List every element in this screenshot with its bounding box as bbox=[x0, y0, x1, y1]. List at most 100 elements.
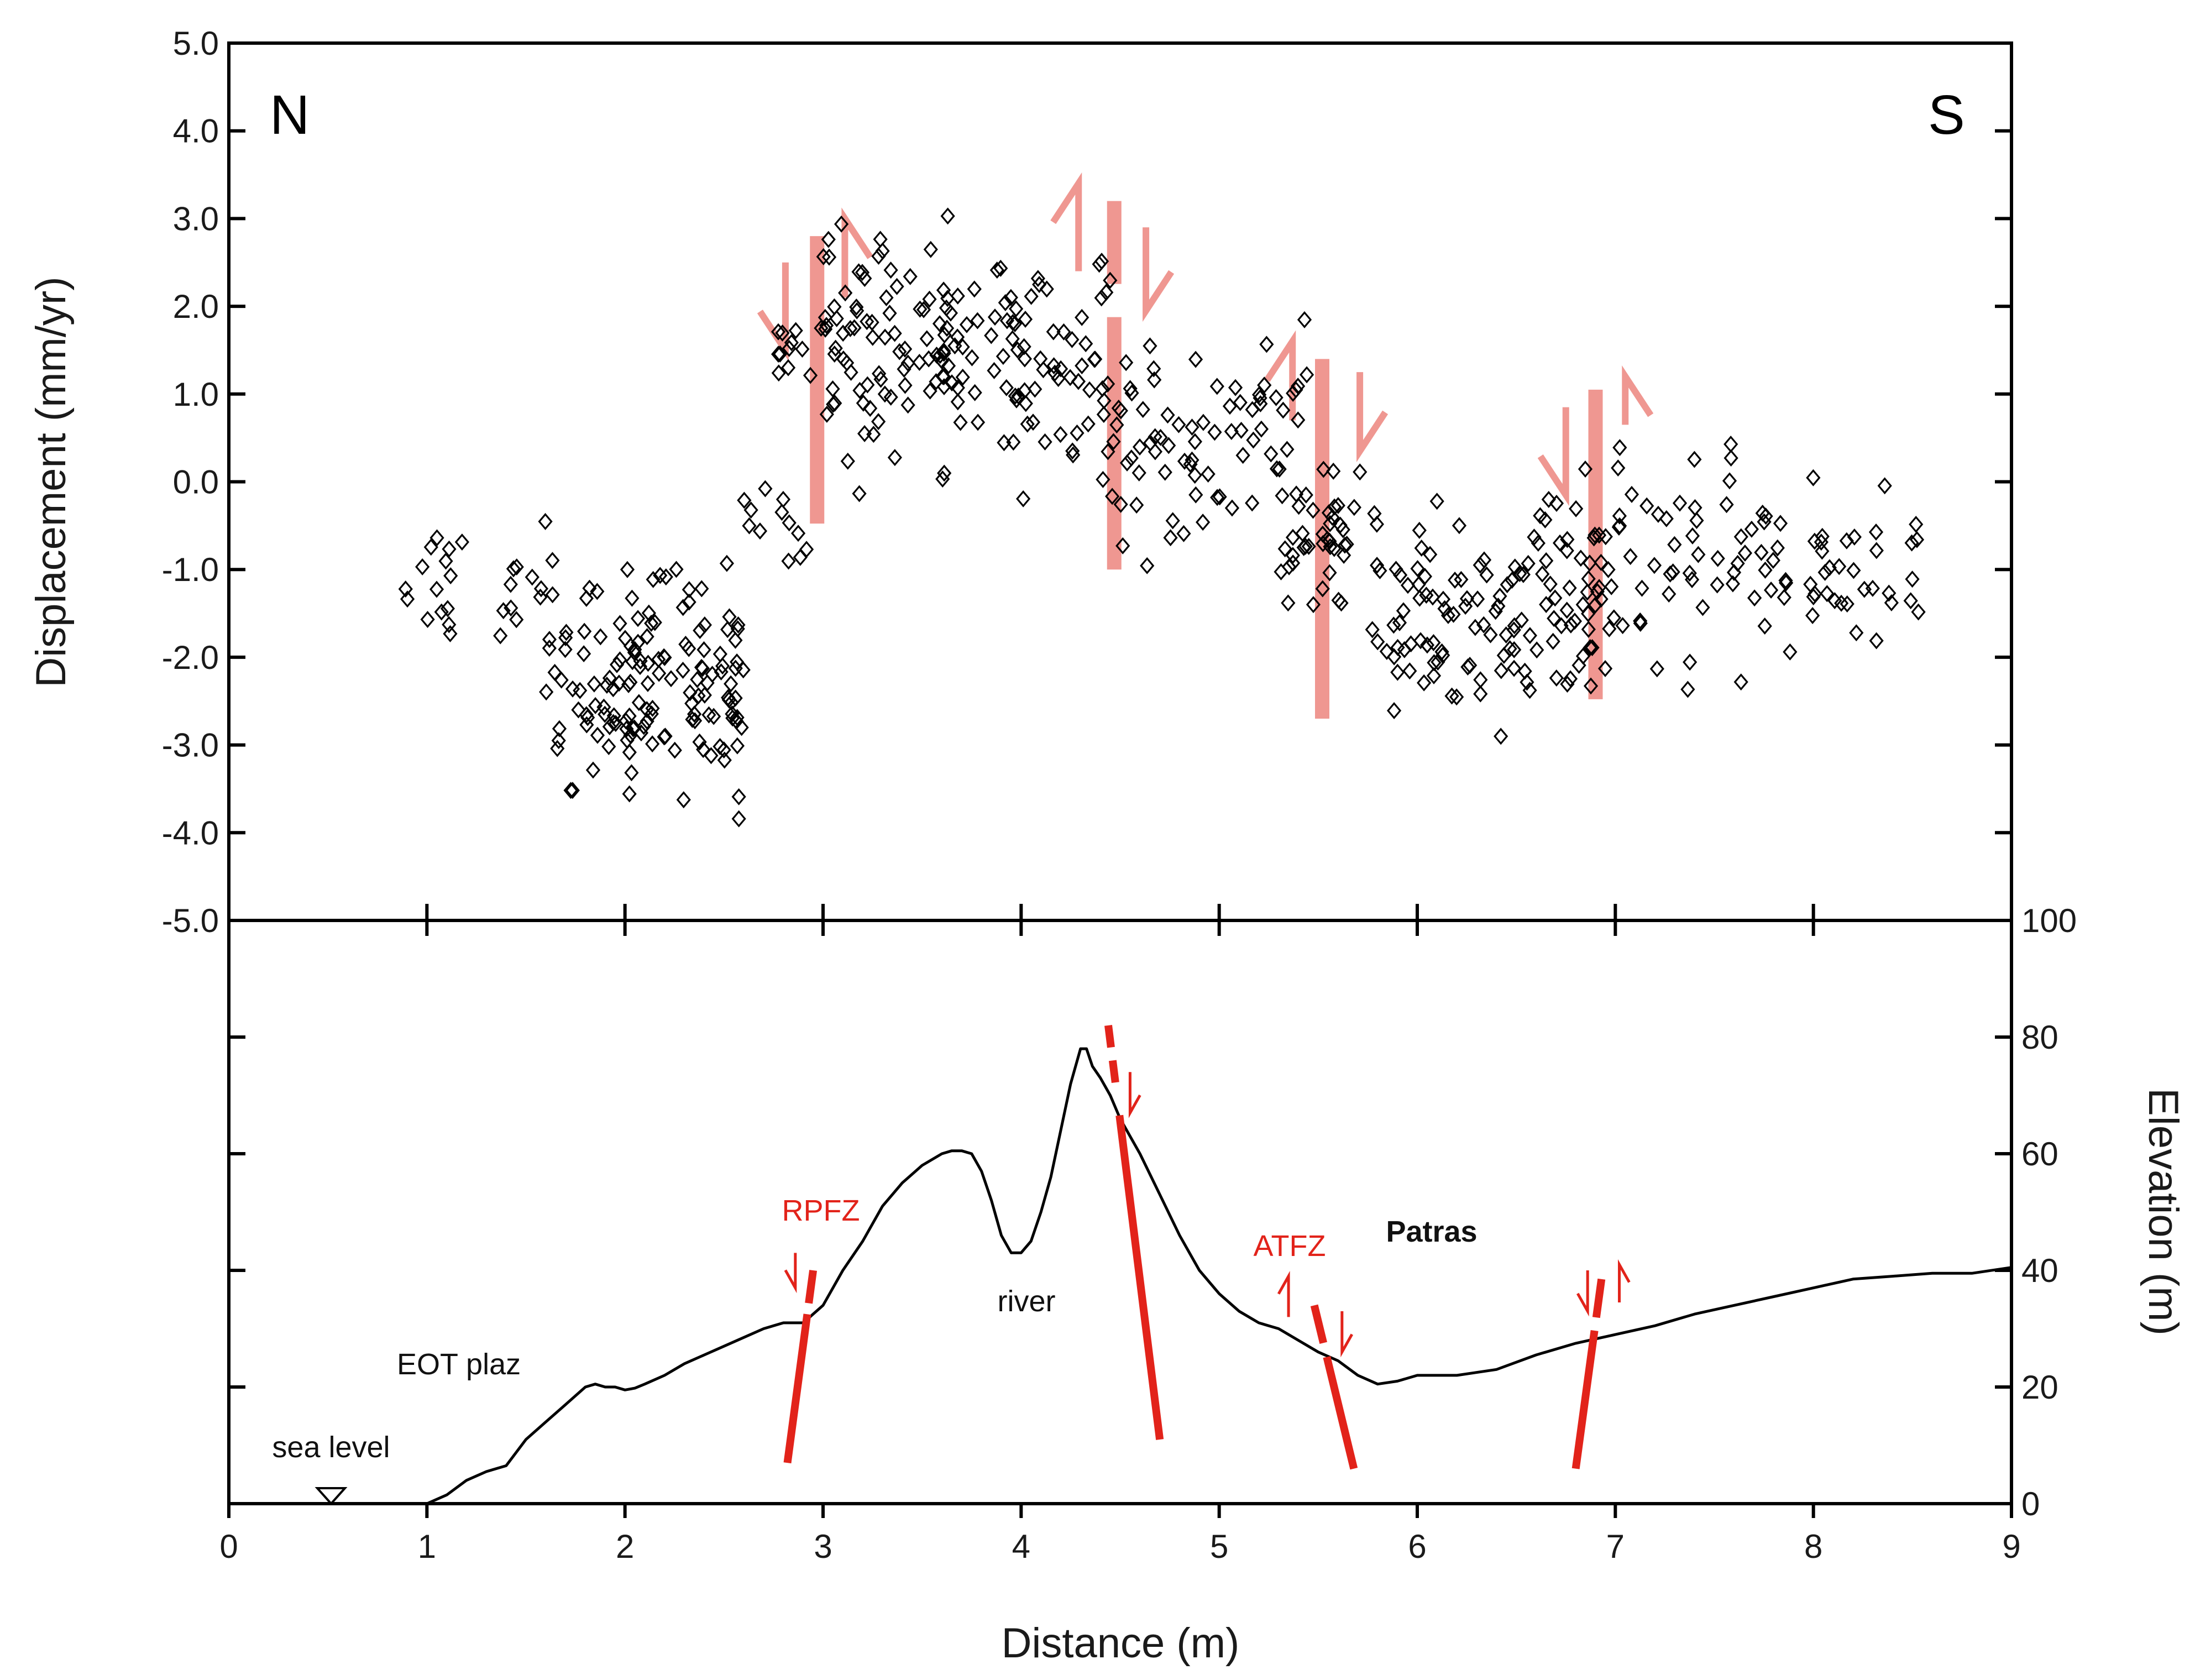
data-point-diamond bbox=[612, 651, 627, 669]
data-point-diamond bbox=[1722, 472, 1737, 490]
data-point-diamond bbox=[821, 231, 836, 248]
data-point-diamond bbox=[646, 571, 661, 588]
data-point-diamond bbox=[1353, 463, 1368, 481]
data-point-diamond bbox=[1306, 596, 1321, 614]
data-point-diamond bbox=[1299, 366, 1314, 384]
data-point-diamond bbox=[1840, 595, 1855, 613]
data-point-diamond bbox=[694, 580, 709, 598]
data-point-diamond bbox=[887, 449, 902, 467]
data-point-diamond bbox=[443, 567, 458, 585]
data-point-diamond bbox=[625, 589, 640, 607]
data-point-diamond bbox=[865, 313, 879, 331]
data-point-diamond bbox=[1815, 527, 1830, 545]
data-point-diamond bbox=[1423, 546, 1438, 563]
data-point-diamond bbox=[836, 350, 851, 368]
data-point-diamond bbox=[1672, 494, 1688, 512]
x-tick-label: 4 bbox=[1012, 1528, 1030, 1565]
data-point-diamond bbox=[579, 589, 594, 607]
data-point-diamond bbox=[1386, 702, 1402, 719]
data-point-diamond bbox=[669, 561, 684, 578]
data-point-diamond bbox=[627, 643, 642, 661]
data-point-diamond bbox=[697, 616, 712, 634]
data-point-diamond bbox=[1744, 520, 1759, 538]
data-point-diamond bbox=[1444, 687, 1459, 705]
sea-level-triangle-icon bbox=[315, 1487, 348, 1506]
data-point-diamond bbox=[640, 674, 656, 692]
down-half-arrow-icon bbox=[1143, 227, 1175, 322]
data-point-diamond bbox=[1400, 577, 1416, 594]
data-point-diamond bbox=[1592, 579, 1607, 596]
data-point-diamond bbox=[860, 376, 875, 394]
data-point-diamond bbox=[1869, 542, 1884, 559]
data-point-diamond bbox=[1877, 477, 1892, 495]
data-point-diamond bbox=[1426, 634, 1441, 651]
data-point-diamond bbox=[1036, 361, 1051, 379]
data-point-diamond bbox=[590, 583, 605, 600]
data-point-diamond bbox=[593, 628, 608, 646]
data-point-diamond bbox=[658, 728, 673, 745]
data-point-diamond bbox=[889, 278, 904, 295]
data-point-diamond bbox=[1539, 552, 1554, 569]
data-point-diamond bbox=[1909, 516, 1924, 533]
data-point-diamond bbox=[1330, 496, 1345, 514]
data-point-diamond bbox=[1882, 584, 1897, 602]
data-point-diamond bbox=[1281, 594, 1296, 612]
data-point-diamond bbox=[728, 631, 743, 649]
x-tick-label: 7 bbox=[1606, 1528, 1625, 1565]
data-point-diamond bbox=[993, 259, 1008, 277]
data-point-diamond bbox=[586, 675, 602, 693]
data-point-diamond bbox=[955, 368, 970, 386]
data-point-diamond bbox=[715, 657, 730, 675]
data-point-diamond bbox=[701, 706, 716, 724]
data-point-diamond bbox=[1053, 426, 1068, 443]
data-point-diamond bbox=[1316, 535, 1330, 552]
data-point-diamond bbox=[624, 764, 639, 782]
data-point-diamond bbox=[953, 414, 968, 431]
data-point-diamond bbox=[713, 645, 727, 663]
data-point-diamond bbox=[1538, 511, 1553, 528]
data-point-diamond bbox=[1559, 601, 1574, 619]
down-half-arrow-icon bbox=[1576, 1270, 1589, 1317]
data-point-diamond bbox=[834, 215, 849, 233]
data-point-diamond bbox=[1129, 496, 1144, 514]
data-point-diamond bbox=[609, 656, 625, 673]
data-point-diamond bbox=[865, 328, 880, 346]
data-point-diamond bbox=[1163, 529, 1178, 547]
bottom-y-tick-label: 20 bbox=[2021, 1369, 2058, 1406]
data-point-diamond bbox=[1390, 663, 1405, 681]
data-point-diamond bbox=[429, 529, 444, 547]
data-point-diamond bbox=[1758, 507, 1773, 525]
data-point-diamond bbox=[558, 641, 573, 658]
data-point-diamond bbox=[1275, 487, 1290, 505]
data-point-diamond bbox=[950, 379, 965, 397]
data-point-diamond bbox=[1065, 331, 1080, 348]
data-point-diamond bbox=[1602, 620, 1617, 637]
data-point-diamond bbox=[683, 684, 698, 702]
data-point-diamond bbox=[1187, 433, 1202, 451]
data-point-diamond bbox=[496, 602, 511, 620]
data-point-diamond bbox=[1446, 605, 1461, 623]
data-point-diamond bbox=[734, 719, 749, 736]
data-point-diamond bbox=[420, 611, 435, 628]
data-point-diamond bbox=[1560, 531, 1575, 548]
data-point-diamond bbox=[713, 737, 727, 755]
data-point-diamond bbox=[1196, 514, 1211, 531]
data-point-diamond bbox=[774, 504, 789, 521]
data-point-diamond bbox=[1725, 575, 1741, 593]
data-point-diamond bbox=[1326, 462, 1341, 480]
bottom-y-tick-label: 80 bbox=[2021, 1019, 2058, 1056]
annotation-river: river bbox=[998, 1285, 1056, 1318]
data-point-diamond bbox=[1369, 557, 1385, 574]
data-point-diamond bbox=[429, 580, 444, 598]
data-point-diamond bbox=[1372, 562, 1387, 579]
data-point-diamond bbox=[644, 615, 659, 632]
data-point-diamond bbox=[1105, 488, 1120, 505]
data-point-diamond bbox=[1257, 376, 1272, 394]
data-point-diamond bbox=[840, 354, 855, 371]
data-point-diamond bbox=[454, 533, 469, 551]
data-point-diamond bbox=[1009, 391, 1024, 409]
data-point-diamond bbox=[1209, 378, 1224, 395]
data-point-diamond bbox=[1295, 525, 1310, 542]
data-point-diamond bbox=[913, 300, 928, 318]
